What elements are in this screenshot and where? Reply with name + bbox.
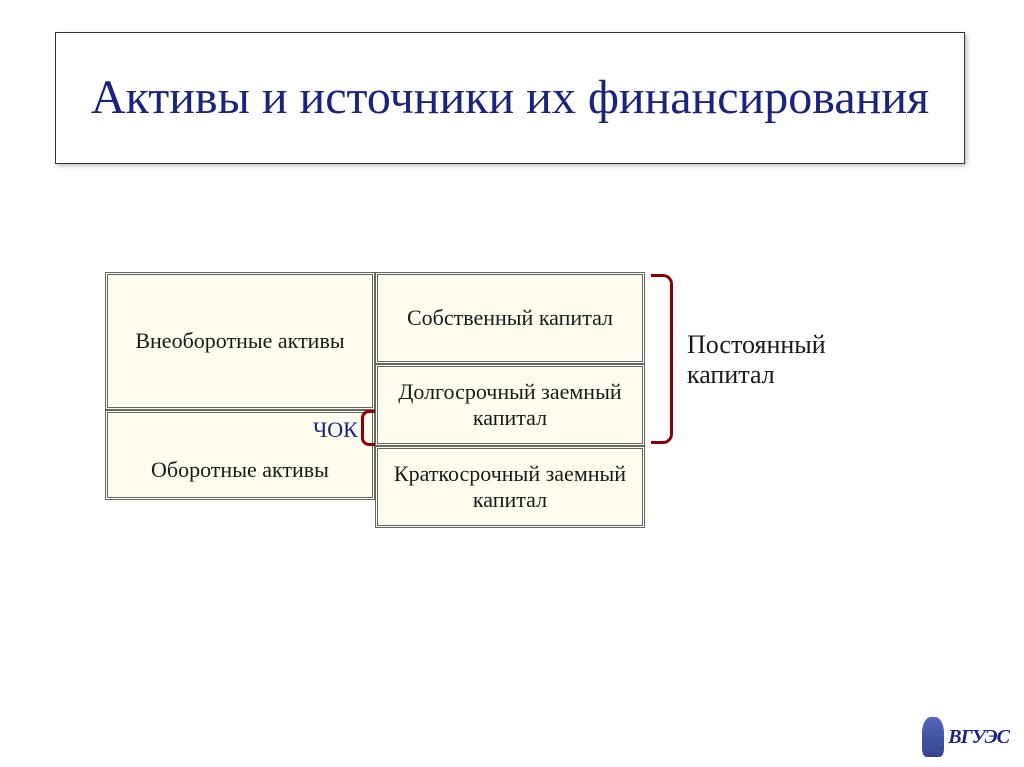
logo-icon: [922, 717, 944, 757]
cell-equity: Собственный капитал: [375, 272, 645, 364]
cell-label: Оборотные активы: [151, 457, 329, 483]
cell-label: Внеоборотные активы: [135, 328, 344, 354]
title-box: Активы и источники их финансирования: [55, 32, 965, 164]
cell-shortterm-debt: Краткосрочный заемный капитал: [375, 446, 645, 528]
cell-noncurrent-assets: Внеоборотные активы: [105, 272, 375, 410]
cell-longterm-debt: Долгосрочный заемный капитал: [375, 364, 645, 446]
side-label-text: Постоянныйкапитал: [687, 330, 826, 389]
logo: ВГУЭС: [922, 717, 1009, 757]
chok-label: ЧОК: [313, 417, 358, 443]
permanent-capital-label: Постоянныйкапитал: [687, 330, 826, 390]
cell-label: Долгосрочный заемный капитал: [386, 379, 634, 431]
page-title: Активы и источники их финансирования: [91, 72, 929, 125]
cell-label: Краткосрочный заемный капитал: [386, 461, 634, 513]
permanent-capital-bracket: [651, 274, 673, 444]
chok-bracket: [361, 410, 375, 446]
cell-label: Собственный капитал: [407, 305, 613, 331]
logo-text: ВГУЭС: [948, 726, 1009, 749]
